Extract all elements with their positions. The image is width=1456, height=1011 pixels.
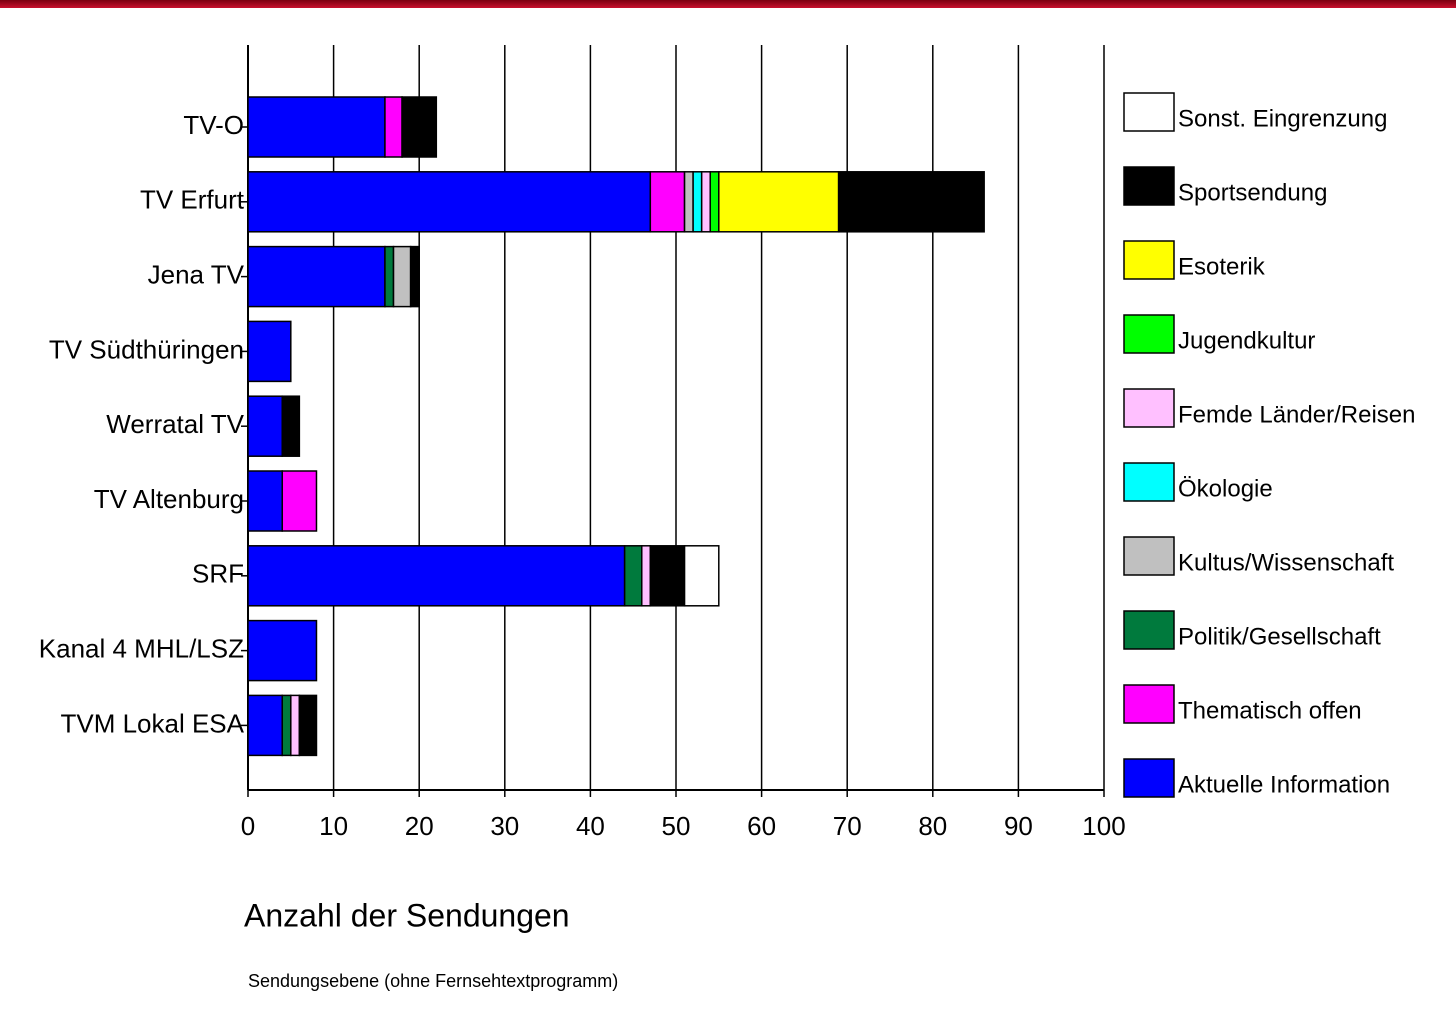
bar-segment — [401, 96, 438, 158]
y-tick-label: Jena TV — [148, 259, 245, 289]
legend-label: Politik/Gesellschaft — [1178, 623, 1381, 650]
x-tick-label: 50 — [662, 811, 691, 841]
legend-label: Sportsendung — [1178, 179, 1327, 206]
bar-segment — [718, 171, 840, 233]
bar-segment — [384, 245, 395, 308]
bar-segment — [281, 694, 292, 757]
bar-segment — [641, 545, 652, 607]
x-tick-label: 20 — [405, 811, 434, 841]
x-tick-label: 80 — [918, 811, 947, 841]
x-tick-label: 30 — [490, 811, 519, 841]
bar-segment — [247, 171, 652, 233]
legend-swatch — [1123, 240, 1175, 280]
bar-segment — [623, 545, 643, 607]
legend-swatch — [1123, 758, 1175, 798]
bar-segment — [247, 470, 283, 532]
y-tick-label: SRF — [192, 559, 244, 589]
legend-swatch — [1123, 92, 1175, 132]
top-band — [0, 0, 1456, 8]
legend-swatch — [1123, 684, 1175, 724]
bar-segment — [247, 545, 626, 607]
x-tick-label: 70 — [833, 811, 862, 841]
bar-segment — [649, 171, 686, 233]
legend-swatch — [1123, 536, 1175, 576]
chart-title: Anzahl der Sendungen — [244, 897, 570, 933]
legend-swatch — [1123, 610, 1175, 650]
bar-segment — [692, 171, 703, 233]
y-tick-label: Kanal 4 MHL/LSZ — [39, 633, 244, 663]
y-tick-label: TVM Lokal ESA — [60, 708, 244, 738]
bar-segment — [298, 694, 318, 757]
bar-segment — [247, 694, 283, 757]
legend-label: Sonst. Eingrenzung — [1178, 105, 1387, 132]
x-tick-label: 0 — [241, 811, 255, 841]
x-tick-label: 10 — [319, 811, 348, 841]
bar-segment — [837, 171, 985, 233]
bar-segment — [281, 470, 318, 532]
y-tick-label: TV-O — [183, 110, 244, 140]
y-tick-label: TV Südthüringen — [49, 334, 244, 364]
bar-segment — [709, 171, 720, 233]
bar-segment — [392, 245, 412, 308]
legend-label: Kultus/Wissenschaft — [1178, 549, 1394, 576]
bar-segment — [281, 395, 301, 457]
chart-subtitle: Sendungsebene (ohne Fernsehtextprogramm) — [248, 971, 618, 991]
legend-label: Esoterik — [1178, 253, 1266, 280]
x-tick-label: 60 — [747, 811, 776, 841]
bar-segment — [683, 545, 720, 607]
legend-label: Ökologie — [1178, 475, 1273, 502]
legend-swatch — [1123, 462, 1175, 502]
bar-segment — [290, 694, 301, 757]
legend-label: Thematisch offen — [1178, 697, 1362, 724]
bar-segment — [247, 619, 318, 682]
x-tick-label: 100 — [1082, 811, 1125, 841]
legend-label: Femde Länder/Reisen — [1178, 401, 1415, 428]
legend-swatch — [1123, 166, 1175, 206]
bar-segment — [683, 171, 694, 233]
legend-label: Jugendkultur — [1178, 327, 1315, 354]
y-tick-label: TV Altenburg — [94, 484, 244, 514]
bar-segment — [700, 171, 711, 233]
bar-segment — [649, 545, 686, 607]
legend-label: Aktuelle Information — [1178, 771, 1390, 798]
bar-segment — [384, 96, 403, 158]
y-tick-label: TV Erfurt — [140, 185, 245, 215]
bar-segment — [409, 245, 420, 308]
legend-swatch — [1123, 314, 1175, 354]
bar-segment — [247, 245, 386, 308]
legend-swatch — [1123, 388, 1175, 428]
x-tick-label: 40 — [576, 811, 605, 841]
bar-segment — [247, 320, 292, 383]
bar-segment — [247, 96, 386, 158]
bar-segment — [247, 395, 283, 457]
x-tick-label: 90 — [1004, 811, 1033, 841]
y-tick-label: Werratal TV — [106, 409, 244, 439]
